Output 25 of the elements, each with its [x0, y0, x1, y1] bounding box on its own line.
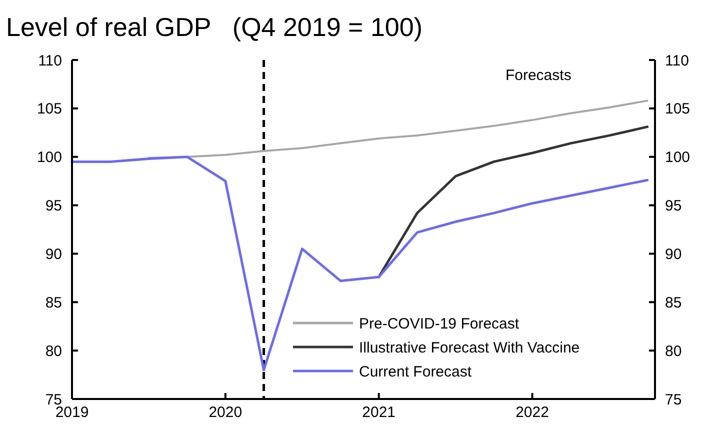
y2-tick-label: 105	[665, 100, 690, 118]
annotation: Forecasts	[505, 67, 572, 84]
line-series	[148, 100, 648, 159]
y2-tick-label: 80	[665, 342, 682, 360]
x-tick-label: 2019	[55, 404, 89, 421]
y2-tick-label: 75	[665, 391, 682, 408]
y-tick-label: 110	[38, 52, 62, 70]
y-tick-label: 80	[45, 342, 62, 360]
y2-tick-label: 110	[665, 52, 689, 70]
y2-tick-label: 95	[665, 198, 682, 215]
x-tick-label: 2021	[362, 404, 396, 421]
legend-label: Current Forecast	[359, 363, 472, 380]
y2-tick-label: 85	[665, 294, 682, 312]
y-tick-label: 90	[45, 246, 62, 263]
y-tick-label: 105	[36, 100, 62, 118]
x-tick-label: 2022	[516, 404, 549, 421]
y2-tick-label: 90	[665, 246, 682, 263]
y-tick-label: 95	[45, 198, 62, 215]
y-tick-label: 85	[45, 294, 62, 312]
x-tick-label: 2020	[208, 404, 242, 421]
y-tick-label: 100	[36, 149, 62, 166]
y2-tick-label: 100	[665, 149, 690, 166]
chart-title: Level of real GDP (Q4 2019 = 100)	[6, 12, 422, 42]
legend-label: Pre-COVID-19 Forecast	[359, 315, 520, 332]
legend-label: Illustrative Forecast With Vaccine	[359, 339, 580, 356]
